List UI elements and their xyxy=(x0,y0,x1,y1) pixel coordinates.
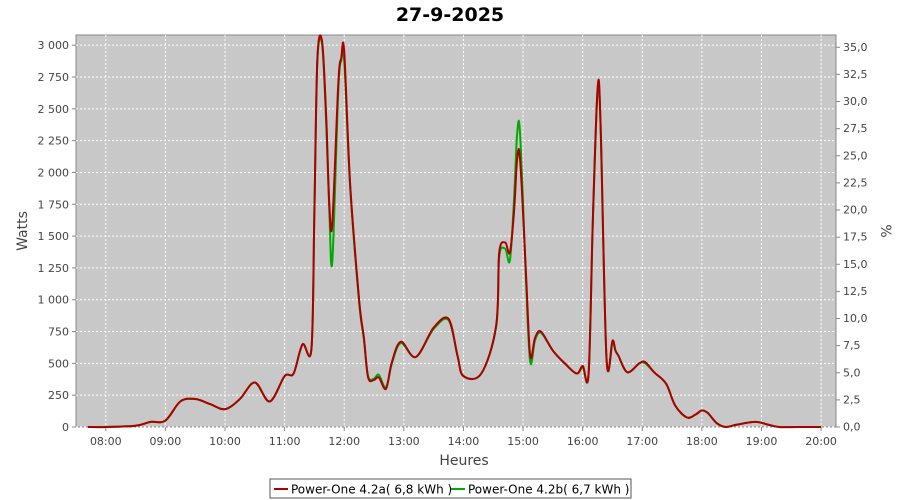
legend-box xyxy=(269,478,632,499)
grid xyxy=(76,35,836,428)
y-tick-label: 500 xyxy=(48,357,69,370)
y2-tick-label: 10,0 xyxy=(843,312,868,325)
plot-area xyxy=(75,34,837,428)
x-tick-label: 11:00 xyxy=(269,435,301,448)
y-tick-label: 2 000 xyxy=(38,166,70,179)
series-line-0 xyxy=(87,34,822,429)
y2-tick-label: 17,5 xyxy=(843,231,868,244)
y-axis-right: 0,0 2,5 5,0 7,5 10,0 12,5 15,0 17,5 20,0 22,5 25,0… xyxy=(836,41,868,434)
chart-title: 27-9-2025 xyxy=(396,4,504,26)
legend-label-1: Power-One 4.2b( 6,7 kWh ) xyxy=(468,483,629,497)
x-tick-label: 15:00 xyxy=(507,435,539,448)
y-tick-label: 1 000 xyxy=(38,294,70,307)
y-tick-label: 2 250 xyxy=(38,135,70,148)
x-axis-label: Heures xyxy=(439,453,488,469)
legend: Power-One 4.2a( 6,8 kWh ) Power-One 4.2b(… xyxy=(269,478,632,499)
x-tick-label: 20:00 xyxy=(805,435,837,448)
y2-tick-label: 12,5 xyxy=(843,285,868,298)
y2-tick-label: 15,0 xyxy=(843,258,868,271)
y-tick-label: 3 000 xyxy=(38,39,70,52)
x-tick-label: 08:00 xyxy=(90,435,122,448)
y2-tick-label: 2,5 xyxy=(843,393,861,406)
y2-tick-label: 7,5 xyxy=(843,339,861,352)
series-layer xyxy=(87,34,822,429)
y-tick-label: 750 xyxy=(48,326,69,339)
y2-tick-label: 0,0 xyxy=(843,421,861,434)
x-tick-label: 17:00 xyxy=(626,435,658,448)
y2-axis-label: % xyxy=(877,224,893,237)
y2-tick-label: 5,0 xyxy=(843,366,861,379)
x-tick-label: 10:00 xyxy=(209,435,241,448)
y2-tick-label: 20,0 xyxy=(843,204,868,217)
x-tick-label: 09:00 xyxy=(150,435,182,448)
x-axis: 08:00 09:00 10:00 11:00 12:00 13:00 14:00 15:00… xyxy=(90,427,837,448)
y-tick-label: 250 xyxy=(48,389,69,402)
y-axis-left: 0 250 500 750 1 000 1 250 1 500 1 750 2 000 2 250… xyxy=(38,39,76,434)
y2-tick-label: 32,5 xyxy=(843,68,868,81)
y-axis-label: Watts xyxy=(15,211,31,251)
y-tick-label: 1 500 xyxy=(38,230,70,243)
y2-tick-label: 27,5 xyxy=(843,122,868,135)
x-tick-label: 13:00 xyxy=(388,435,420,448)
x-tick-label: 12:00 xyxy=(328,435,360,448)
y2-tick-label: 22,5 xyxy=(843,176,868,189)
y2-tick-label: 25,0 xyxy=(843,149,868,162)
x-tick-label: 16:00 xyxy=(567,435,599,448)
y2-tick-label: 30,0 xyxy=(843,95,868,108)
y2-tick-label: 35,0 xyxy=(843,41,868,54)
y-tick-label: 1 750 xyxy=(38,198,70,211)
x-tick-label: 18:00 xyxy=(686,435,718,448)
y-tick-label: 2 750 xyxy=(38,71,70,84)
y-tick-label: 1 250 xyxy=(38,262,70,275)
y-tick-label: 0 xyxy=(62,421,69,434)
x-tick-label: 14:00 xyxy=(448,435,480,448)
x-tick-label: 19:00 xyxy=(746,435,778,448)
legend-label-0: Power-One 4.2a( 6,8 kWh ) xyxy=(291,483,452,497)
y-tick-label: 2 500 xyxy=(38,103,70,116)
